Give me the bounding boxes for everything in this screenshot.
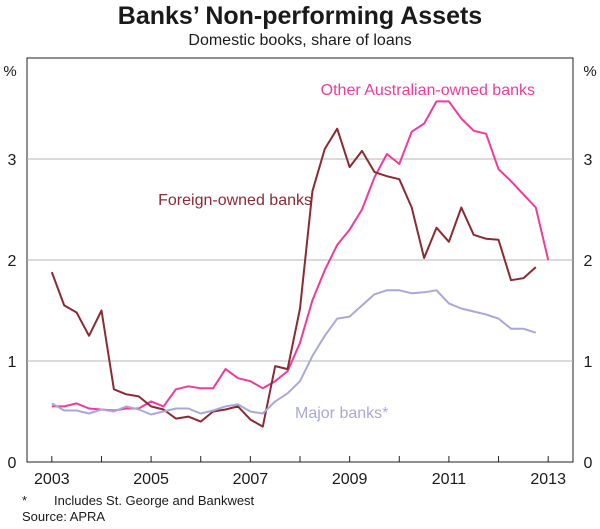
x-tick-label: 2003	[34, 471, 70, 488]
series-line-other-australian	[51, 100, 550, 412]
series-label-foreign: Foreign-owned banks	[158, 192, 312, 209]
y-tick-label-left: 2	[8, 253, 17, 270]
series-label-other-australian: Other Australian-owned banks	[321, 82, 535, 99]
y-tick-label-right: 3	[584, 152, 593, 169]
footnote-marker: *	[22, 493, 28, 508]
footnote: * Includes St. George and Bankwest	[22, 493, 254, 509]
y-tick-label-right: 1	[584, 354, 593, 371]
x-tick-label: 2009	[332, 471, 368, 488]
source-note: Source: APRA	[22, 509, 106, 524]
axis-ticks: 0 0 1 1 2 2 3 3 2003 2005 2007 2009 2011 2013	[8, 152, 593, 488]
series-line-major	[51, 289, 537, 416]
series-label-major: Major banks*	[295, 405, 388, 422]
x-tick-label: 2013	[530, 471, 566, 488]
y-tick-label-right: 0	[584, 455, 593, 472]
series-line-foreign	[50, 127, 537, 428]
x-tick-label: 2007	[233, 471, 269, 488]
y-tick-label-left: 0	[8, 455, 17, 472]
chart-notes: * Includes St. George and Bankwest Source…	[22, 493, 254, 525]
y-tick-label-left: 1	[8, 354, 17, 371]
gridlines	[27, 158, 573, 362]
x-tick-label: 2011	[432, 471, 467, 488]
y-axis-unit-right: %	[583, 63, 596, 80]
y-tick-label-left: 3	[8, 152, 17, 169]
footnote-text: Includes St. George and Bankwest	[54, 493, 255, 508]
chart-title: Banks’ Non-performing Assets	[117, 2, 483, 30]
y-tick-label-right: 2	[584, 253, 593, 270]
y-axis-unit-left: %	[3, 63, 16, 80]
series-lines	[50, 100, 550, 428]
x-tick-label: 2005	[133, 471, 169, 488]
chart-subtitle: Domestic books, share of loans	[188, 32, 412, 49]
